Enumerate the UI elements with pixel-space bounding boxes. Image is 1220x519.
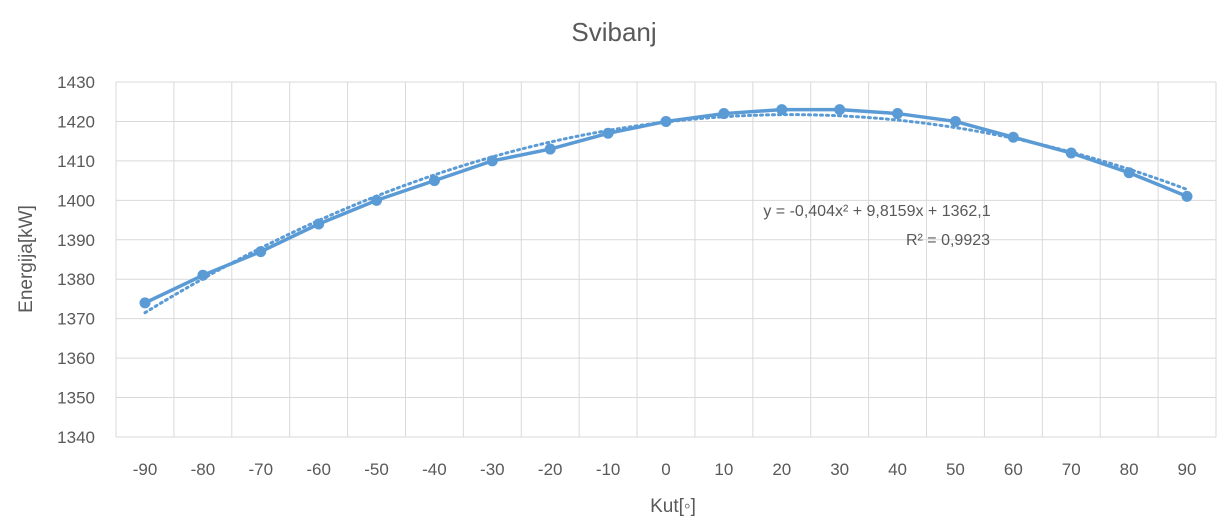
- x-tick-label: 60: [1004, 460, 1023, 479]
- x-axis-label: Kut[◦]: [650, 496, 696, 517]
- chart-title: Svibanj: [571, 17, 656, 47]
- x-tick-label: 20: [772, 460, 791, 479]
- data-point: [949, 115, 961, 127]
- x-tick-label: -50: [364, 460, 389, 479]
- y-tick-label: 1410: [57, 152, 95, 171]
- x-tick-label: -30: [480, 460, 505, 479]
- y-tick-label: 1370: [57, 310, 95, 329]
- grid-layer: [115, 81, 1217, 438]
- x-tick-label: -90: [133, 460, 158, 479]
- data-point: [1065, 147, 1077, 159]
- data-point: [197, 269, 209, 281]
- y-tick-label: 1380: [57, 270, 95, 289]
- trendline-path: [143, 113, 1189, 315]
- data-point: [660, 115, 672, 127]
- x-tick-label: 40: [888, 460, 907, 479]
- x-tick-label: 0: [661, 460, 670, 479]
- x-tick-label: 50: [946, 460, 965, 479]
- x-tick-label: -70: [248, 460, 273, 479]
- data-point: [602, 127, 614, 139]
- data-point: [834, 104, 846, 116]
- x-tick-label: -20: [538, 460, 563, 479]
- data-point: [544, 143, 556, 155]
- y-tick-label: 1340: [57, 428, 95, 447]
- y-tick-label: 1390: [57, 231, 95, 250]
- trendline-r-squared: R² = 0,9923: [906, 232, 990, 249]
- trendline-layer: [143, 113, 1189, 315]
- y-tick-label: 1420: [57, 112, 95, 131]
- data-point: [1007, 131, 1019, 143]
- series-layer: [139, 104, 1193, 309]
- y-tick-label: 1360: [57, 349, 95, 368]
- x-tick-label: 10: [714, 460, 733, 479]
- data-point: [255, 246, 267, 258]
- y-tick-label: 1400: [57, 191, 95, 210]
- data-point: [139, 297, 151, 309]
- y-tick-label: 1430: [57, 73, 95, 92]
- trendline-equation: y = -0,404x² + 9,8159x + 1362,1: [763, 203, 990, 220]
- data-point: [313, 218, 325, 230]
- series-line: [143, 107, 1189, 305]
- data-point: [892, 108, 904, 120]
- data-point: [776, 104, 788, 116]
- data-point: [486, 155, 498, 167]
- y-axis-ticks: 1340 1350 1360 1370 1380 1390 1400 1410 1420 1430: [57, 73, 95, 447]
- x-axis-ticks: -90 -80 -70 -60 -50 -40 -30 -20 -10 0 10 20 30 40 50 60…: [133, 460, 1197, 479]
- data-point: [1123, 167, 1135, 179]
- x-tick-label: 30: [830, 460, 849, 479]
- x-tick-label: -80: [191, 460, 216, 479]
- y-axis-label: Energija[kW]: [16, 205, 37, 313]
- x-tick-label: 90: [1178, 460, 1197, 479]
- data-point: [1181, 190, 1193, 202]
- x-tick-label: -60: [306, 460, 331, 479]
- x-tick-label: -10: [596, 460, 621, 479]
- x-tick-label: -40: [422, 460, 447, 479]
- data-point: [718, 108, 730, 120]
- data-point: [428, 175, 440, 187]
- x-tick-label: 80: [1120, 460, 1139, 479]
- x-tick-label: 70: [1062, 460, 1081, 479]
- data-point: [371, 194, 383, 206]
- y-tick-label: 1350: [57, 389, 95, 408]
